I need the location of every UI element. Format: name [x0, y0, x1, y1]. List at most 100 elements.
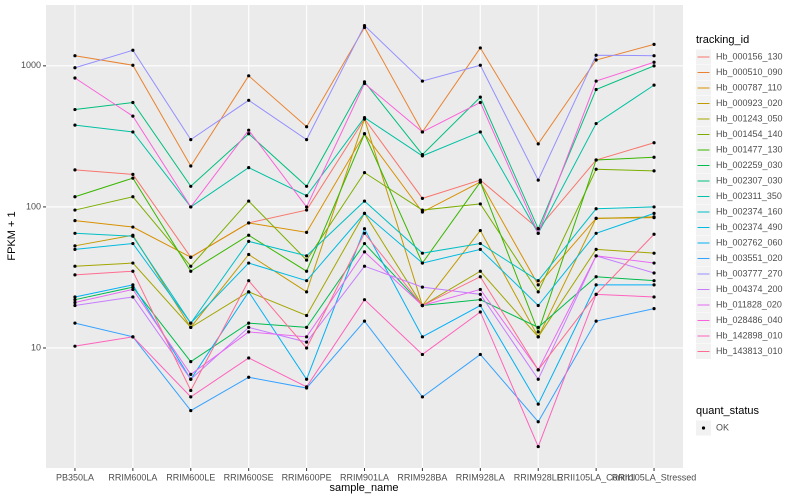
legend-label: Hb_000156_130 [716, 51, 783, 61]
point [304, 258, 309, 262]
point [73, 321, 77, 325]
point [594, 231, 598, 235]
point [131, 63, 135, 67]
legend-label: Hb_001454_140 [716, 129, 783, 139]
point [131, 295, 135, 299]
point [594, 216, 598, 220]
point [652, 54, 656, 58]
point [73, 298, 77, 302]
point [304, 377, 309, 381]
point [189, 184, 193, 188]
point [247, 128, 251, 132]
point [247, 356, 251, 360]
point [304, 385, 309, 389]
x-tick-label: PB350LA [56, 472, 94, 482]
point [131, 100, 135, 105]
legend-label: OK [716, 422, 729, 432]
point [652, 215, 656, 219]
point [73, 195, 77, 199]
point [131, 287, 135, 292]
point [652, 283, 656, 287]
point [420, 352, 425, 357]
point [478, 352, 482, 357]
point [304, 335, 309, 339]
point [478, 275, 482, 279]
point [131, 335, 135, 339]
point [652, 279, 656, 283]
point [131, 234, 135, 238]
point [362, 250, 367, 254]
point [536, 444, 540, 449]
point [652, 205, 656, 209]
point [131, 225, 135, 229]
point [536, 283, 540, 287]
point [247, 375, 251, 379]
marks [73, 23, 656, 449]
point [652, 169, 656, 173]
shape-legend-title: quant_status [696, 405, 759, 417]
x-tick-label: RRIM600LA [108, 472, 157, 482]
point [189, 372, 193, 376]
point [247, 165, 251, 170]
point [304, 184, 309, 188]
point [304, 269, 309, 273]
x-tick-label: RRIM600LE [166, 472, 215, 482]
legend-label: Hb_000923_020 [716, 98, 783, 108]
point [304, 313, 309, 318]
x-tick-label: RRIM928LE [514, 472, 563, 482]
point [594, 79, 598, 83]
point [362, 211, 367, 215]
point [652, 211, 656, 215]
legend-label: Hb_003551_020 [716, 253, 783, 263]
legend-label: Hb_001477_130 [716, 144, 783, 154]
point [536, 330, 540, 334]
point [478, 247, 482, 251]
point [478, 46, 482, 50]
point [73, 247, 77, 251]
point [131, 261, 135, 265]
point [73, 76, 77, 80]
point [131, 241, 135, 246]
point [131, 285, 135, 289]
point [304, 340, 309, 344]
point [304, 205, 309, 209]
legend-label: Hb_002762_060 [716, 237, 783, 247]
point [420, 285, 425, 289]
point [362, 132, 367, 136]
legend-label: Hb_011828_020 [716, 299, 782, 309]
point [189, 269, 193, 273]
point [362, 115, 367, 120]
point [420, 395, 425, 399]
point [478, 310, 482, 314]
point [652, 307, 656, 311]
point [478, 63, 482, 67]
point [304, 290, 309, 294]
point [73, 295, 77, 299]
legend-label: Hb_003777_270 [716, 268, 783, 278]
point [362, 81, 367, 86]
point [189, 205, 193, 209]
legend-label: Hb_142898_010 [716, 330, 783, 340]
point [73, 231, 77, 235]
point [536, 420, 540, 424]
point [420, 261, 425, 265]
point [478, 130, 482, 134]
legend-label: Hb_000510_090 [716, 67, 783, 77]
point [73, 54, 77, 58]
point [594, 167, 598, 171]
point [536, 325, 540, 329]
point [594, 207, 598, 211]
point [652, 60, 656, 64]
point [189, 377, 193, 381]
point [536, 377, 540, 381]
point [536, 402, 540, 406]
legend-label: Hb_002307_030 [716, 175, 783, 185]
x-tick-label: RRII105LA_Stressed [612, 472, 697, 482]
legend-label: Hb_002374_160 [716, 206, 783, 216]
point [189, 395, 193, 399]
y-axis-label: FPKM + 1 [6, 211, 18, 260]
point [536, 290, 540, 294]
point [247, 239, 251, 243]
point [420, 154, 425, 158]
point [362, 227, 367, 231]
